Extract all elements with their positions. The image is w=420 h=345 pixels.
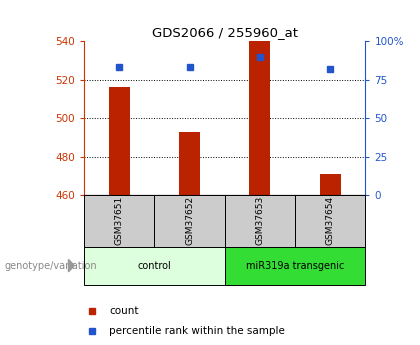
Text: GSM37653: GSM37653 [255,196,264,245]
Bar [249,41,270,195]
Bar [109,87,130,195]
Title: GDS2066 / 255960_at: GDS2066 / 255960_at [152,26,298,39]
Bar [320,174,341,195]
Text: GSM37651: GSM37651 [115,196,123,245]
Text: percentile rank within the sample: percentile rank within the sample [109,326,285,336]
Text: GSM37654: GSM37654 [326,196,335,245]
Text: control: control [137,261,171,270]
Text: count: count [109,306,139,315]
Bar [295,195,365,247]
Bar [225,247,365,285]
Bar [225,195,295,247]
Bar [155,195,225,247]
Text: genotype/variation: genotype/variation [4,261,97,270]
Bar [84,195,155,247]
Bar [179,131,200,195]
Polygon shape [68,259,74,272]
Text: miR319a transgenic: miR319a transgenic [246,261,344,270]
Text: GSM37652: GSM37652 [185,196,194,245]
Bar [84,247,225,285]
